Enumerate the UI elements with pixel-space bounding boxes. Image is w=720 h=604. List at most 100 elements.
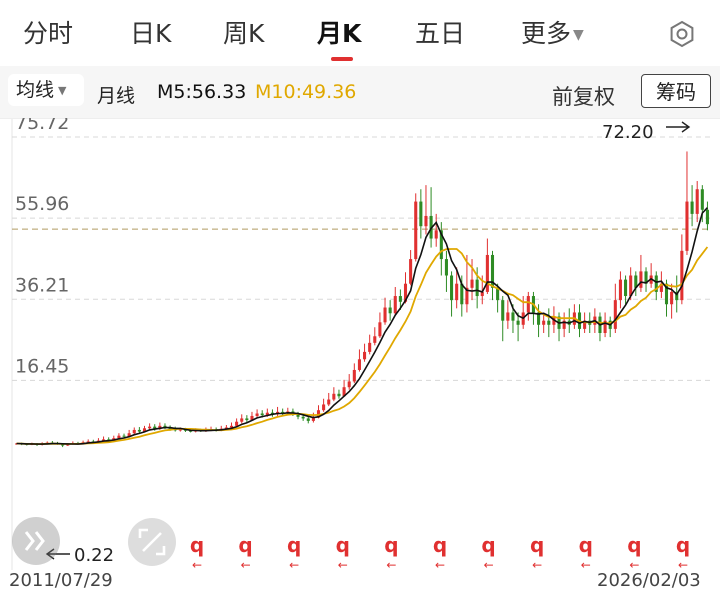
tab-intraday[interactable]: 分时 <box>23 19 74 48</box>
candle-body <box>332 393 336 400</box>
candle-body <box>281 411 285 414</box>
candle-body <box>388 307 392 314</box>
min-price-label: 0.22 <box>74 545 114 566</box>
candle-body <box>373 336 377 343</box>
candle-body <box>322 404 326 411</box>
candle-body <box>506 312 510 321</box>
double-chevron-right-icon <box>24 531 45 551</box>
arrow-left-icon: ← <box>386 558 396 570</box>
candle-body <box>342 387 346 397</box>
candle-body <box>511 312 515 321</box>
candle-body <box>460 283 464 305</box>
candle-body <box>562 320 566 329</box>
dividend-marker-icon: q <box>190 533 204 557</box>
candle-body <box>260 413 264 416</box>
period-tabs: 分时 日K 周K 月K 五日 更多 ▼ <box>0 0 720 64</box>
candle-body <box>383 307 387 323</box>
candle-body <box>127 433 131 437</box>
tab-five-day[interactable]: 五日 <box>415 19 466 48</box>
tab-daily-k[interactable]: 日K <box>130 19 172 48</box>
arrow-left-icon: ← <box>629 558 639 570</box>
arrow-left-icon: ← <box>289 558 299 570</box>
candle-body <box>675 291 679 301</box>
candle-body <box>337 393 341 397</box>
dividend-marker-icon: q <box>579 533 593 557</box>
candle-body <box>465 287 469 305</box>
candle-body <box>690 201 694 214</box>
candle-body <box>153 426 157 430</box>
settings-hexagon-icon[interactable] <box>668 20 696 48</box>
dividend-marker-icon: q <box>433 533 447 557</box>
candle-body <box>86 441 90 443</box>
y-tick-label: 16.45 <box>15 355 69 377</box>
candle-body <box>414 201 418 260</box>
arrow-left-icon: ← <box>192 558 202 570</box>
active-tab-indicator <box>331 57 353 61</box>
candle-body <box>311 417 315 421</box>
candle-body <box>132 429 136 434</box>
candle-body <box>485 254 489 292</box>
candle-body <box>189 430 193 432</box>
fullscreen-button[interactable] <box>128 518 176 566</box>
arrow-left-icon: ← <box>484 558 494 570</box>
arrow-left-icon: ← <box>678 558 688 570</box>
candle-body <box>700 189 704 210</box>
max-price-label: 72.20 <box>602 122 654 143</box>
candle-body <box>265 412 269 416</box>
adjust-mode-button[interactable]: 前复权 <box>552 85 615 109</box>
dividend-marker-icon: q <box>336 533 350 557</box>
candle-body <box>327 399 331 405</box>
candle-body <box>245 418 249 421</box>
candle-body <box>398 296 402 302</box>
candle-body <box>526 296 530 313</box>
candle-body <box>685 201 689 251</box>
candle-body <box>112 438 116 441</box>
arrow-right-icon <box>666 121 691 133</box>
candle-body <box>363 351 367 360</box>
dividend-marker-icon: q <box>530 533 544 557</box>
candle-body <box>240 418 244 422</box>
candle-body <box>148 426 152 429</box>
candle-body <box>670 291 674 305</box>
tab-weekly-k[interactable]: 周K <box>223 19 265 48</box>
candle-body <box>680 250 684 301</box>
arrow-left-icon <box>45 548 70 560</box>
ma10-value: M10:49.36 <box>255 81 357 103</box>
candle-body <box>235 421 239 426</box>
candle-body <box>347 381 351 388</box>
arrow-left-icon: ← <box>581 558 591 570</box>
dividend-marker-icon: q <box>627 533 641 557</box>
candle-body <box>583 320 587 329</box>
candle-body <box>639 271 643 288</box>
candle-body <box>654 275 658 292</box>
candle-body <box>603 320 607 333</box>
dividend-marker-icon: q <box>676 533 690 557</box>
candle-body <box>409 259 413 284</box>
tab-monthly-k[interactable]: 月K <box>317 19 362 48</box>
ma5-value: M5:56.33 <box>157 81 247 103</box>
caret-down-icon: ▼ <box>58 83 67 97</box>
candle-body <box>117 435 121 439</box>
ma-select[interactable]: 均线 ▼ <box>8 74 84 106</box>
candle-body <box>306 418 310 421</box>
candle-body <box>378 322 382 337</box>
candle-body <box>613 300 617 329</box>
candle-body <box>229 425 234 428</box>
tab-more[interactable]: 更多 ▼ <box>521 14 584 50</box>
candle-body <box>450 275 454 301</box>
candle-body <box>224 427 228 429</box>
candle-body <box>122 435 126 437</box>
candle-body <box>419 201 423 227</box>
end-date-label: 2026/02/03 <box>597 570 701 591</box>
candle-body <box>403 283 408 302</box>
indicator-toolbar: 均线 ▼ 月线 M5:56.33 M10:49.36 前复权 筹码 <box>0 66 720 118</box>
collapse-button-bg <box>12 517 60 565</box>
chip-distribution-button[interactable]: 筹码 <box>641 74 711 108</box>
candle-body <box>634 275 638 288</box>
candle-body <box>250 415 254 421</box>
candle-body <box>705 209 709 225</box>
ma5-line <box>16 207 708 445</box>
collapse-button[interactable] <box>12 517 60 565</box>
candle-body <box>352 369 356 382</box>
